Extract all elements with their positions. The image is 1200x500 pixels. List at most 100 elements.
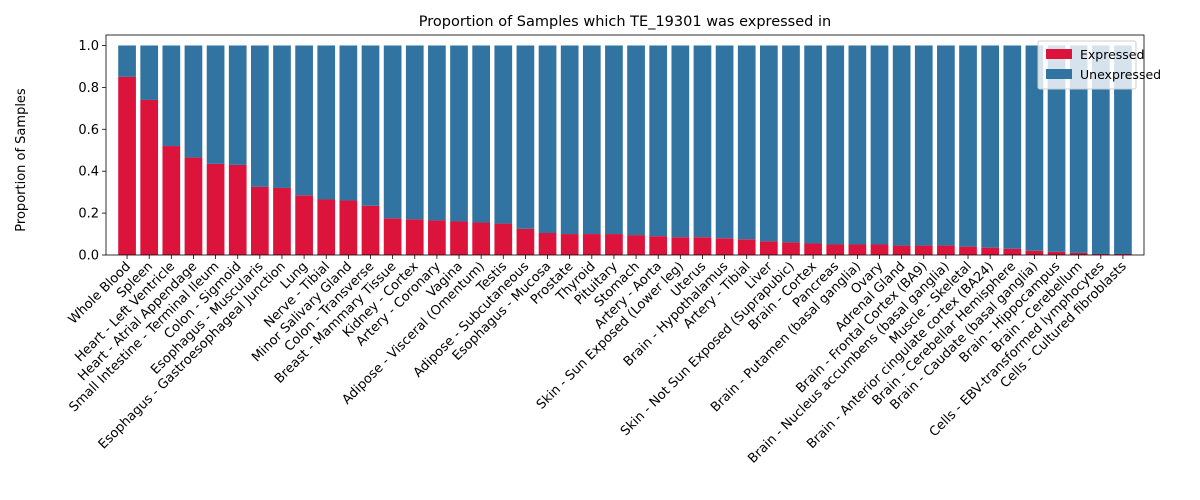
bar-unexpressed <box>715 45 734 239</box>
bar-expressed <box>560 234 579 255</box>
bar-unexpressed <box>538 45 557 233</box>
y-tick-label: 0.0 <box>78 249 99 264</box>
bar-expressed <box>737 239 756 255</box>
bar-unexpressed <box>870 45 889 245</box>
bar-expressed <box>715 238 734 255</box>
bar-expressed <box>649 236 668 255</box>
bar-unexpressed <box>1047 45 1066 252</box>
bar-expressed <box>1069 252 1088 255</box>
bar-unexpressed <box>981 45 1000 248</box>
bar-unexpressed <box>560 45 579 235</box>
y-tick-label: 0.8 <box>78 81 99 96</box>
bar-expressed <box>981 247 1000 255</box>
bar-unexpressed <box>361 45 380 206</box>
bar-unexpressed <box>184 45 203 158</box>
bar-expressed <box>671 237 690 255</box>
bar-expressed <box>428 220 446 255</box>
bar-unexpressed <box>339 45 358 201</box>
bar-unexpressed <box>782 45 800 243</box>
bar-unexpressed <box>472 45 491 223</box>
bar-unexpressed <box>1025 45 1044 251</box>
bar-expressed <box>450 221 468 255</box>
bar-expressed <box>317 199 336 255</box>
legend-label: Expressed <box>1080 47 1144 62</box>
bar-expressed <box>937 245 955 255</box>
bar-unexpressed <box>118 45 136 77</box>
y-tick-label: 0.6 <box>78 123 99 138</box>
bar-expressed <box>206 163 225 255</box>
bar-expressed <box>361 205 380 255</box>
bar-expressed <box>538 233 557 255</box>
bar-expressed <box>1047 251 1066 255</box>
bar-unexpressed <box>295 45 313 196</box>
bar-expressed <box>804 243 822 255</box>
y-tick-label: 0.2 <box>78 207 99 222</box>
bar-unexpressed <box>804 45 822 244</box>
bar-unexpressed <box>228 45 247 165</box>
bar-unexpressed <box>892 45 911 246</box>
bar-unexpressed <box>671 45 690 238</box>
legend-label: Unexpressed <box>1080 67 1161 82</box>
bar-expressed <box>870 244 889 255</box>
bar-expressed <box>627 235 645 255</box>
bar-expressed <box>228 164 247 255</box>
bar-unexpressed <box>273 45 291 188</box>
bar-expressed <box>494 223 513 255</box>
bar-expressed <box>693 237 712 255</box>
bar-unexpressed <box>140 45 159 100</box>
bar-unexpressed <box>649 45 668 237</box>
bar-expressed <box>472 222 491 255</box>
bar-expressed <box>1025 250 1044 255</box>
bar-expressed <box>184 157 203 255</box>
bar-unexpressed <box>959 45 977 247</box>
bar-unexpressed <box>1114 45 1132 254</box>
bar-unexpressed <box>914 45 933 246</box>
bar-unexpressed <box>605 45 623 235</box>
bar-unexpressed <box>582 45 601 235</box>
bar-unexpressed <box>1069 45 1088 253</box>
bar-expressed <box>582 234 601 255</box>
bar-unexpressed <box>737 45 756 240</box>
bar-unexpressed <box>826 45 845 245</box>
bar-expressed <box>140 99 159 255</box>
bar-unexpressed <box>250 45 269 187</box>
bar-expressed <box>295 195 313 255</box>
bar-expressed <box>782 242 800 255</box>
bar-expressed <box>959 246 977 255</box>
y-axis-label: Proportion of Samples <box>14 88 29 232</box>
bar-expressed <box>516 228 535 255</box>
bar-expressed <box>605 234 623 255</box>
bar-expressed <box>273 187 291 255</box>
legend-swatch <box>1046 69 1072 79</box>
bar-expressed <box>1114 253 1132 255</box>
bar-expressed <box>1091 253 1110 255</box>
bar-expressed <box>892 245 911 255</box>
bar-unexpressed <box>428 45 446 221</box>
bar-unexpressed <box>627 45 645 236</box>
bar-unexpressed <box>494 45 513 224</box>
plot-frame <box>105 34 1145 256</box>
y-tick-label: 1.0 <box>78 39 99 54</box>
bar-unexpressed <box>317 45 336 200</box>
bar-expressed <box>339 200 358 255</box>
bar-expressed <box>1003 248 1022 255</box>
bar-unexpressed <box>206 45 225 164</box>
bar-expressed <box>826 244 845 255</box>
bar-unexpressed <box>450 45 468 222</box>
legend-swatch <box>1046 49 1072 59</box>
bar-expressed <box>118 76 136 256</box>
bar-unexpressed <box>1003 45 1022 249</box>
bar-expressed <box>914 245 933 255</box>
bar-unexpressed <box>693 45 712 238</box>
bar-expressed <box>250 186 269 255</box>
bar-unexpressed <box>937 45 955 246</box>
bar-unexpressed <box>516 45 535 229</box>
bar-expressed <box>759 241 778 255</box>
bar-unexpressed <box>848 45 867 245</box>
legend: Expressed Unexpressed <box>1037 40 1161 90</box>
bar-unexpressed <box>383 45 402 219</box>
bar-unexpressed <box>1091 45 1110 254</box>
